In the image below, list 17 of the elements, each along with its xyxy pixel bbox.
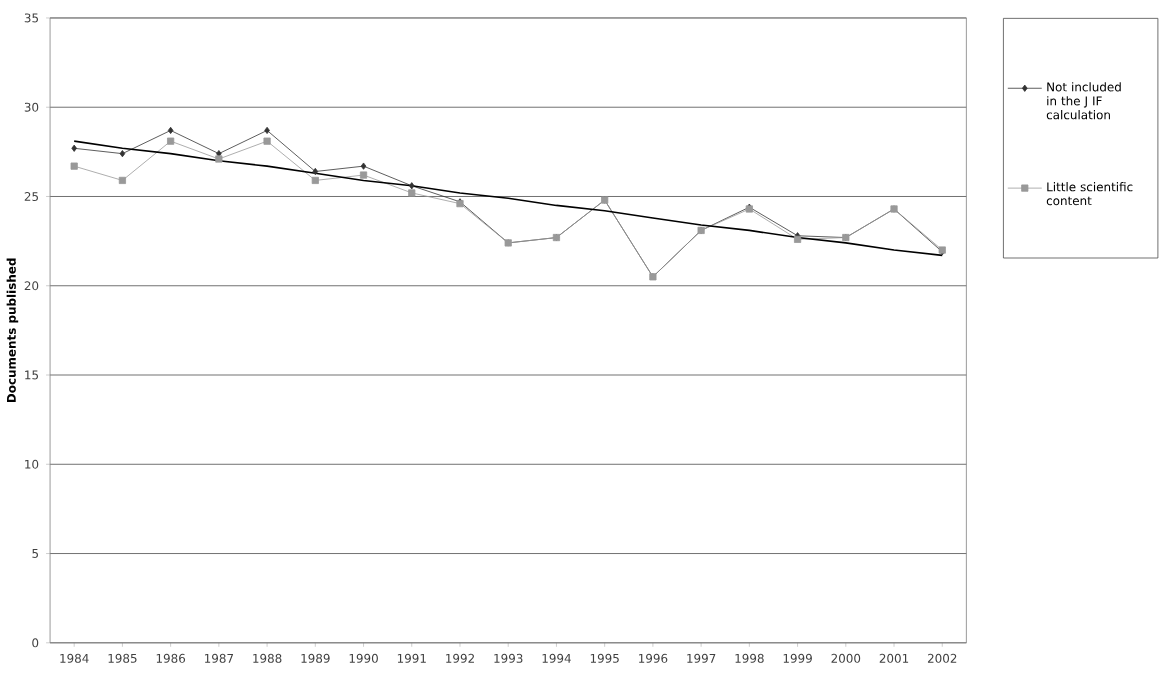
point (118, 176, 126, 184)
point (167, 126, 174, 134)
point (263, 137, 271, 145)
line-series (73, 140, 944, 256)
point (215, 155, 223, 163)
point (312, 167, 319, 175)
point (360, 162, 367, 170)
point (408, 189, 416, 197)
point (119, 149, 126, 157)
point (70, 162, 78, 170)
point (264, 126, 270, 134)
point (71, 144, 77, 152)
point (359, 171, 368, 179)
point (311, 176, 319, 184)
point (408, 181, 415, 190)
point (167, 137, 175, 145)
point (216, 149, 222, 157)
